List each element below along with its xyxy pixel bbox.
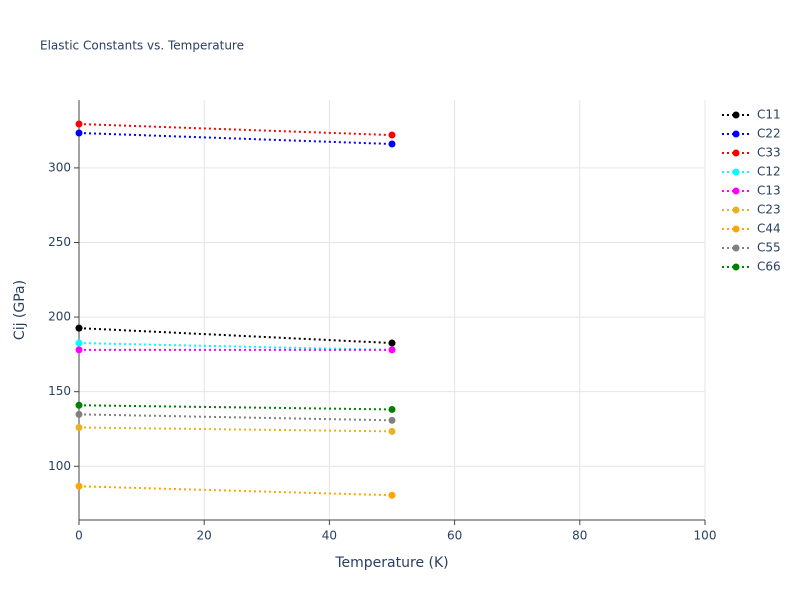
legend-marker (732, 111, 740, 119)
point (75, 346, 83, 354)
point (75, 423, 83, 431)
point (75, 324, 83, 332)
x-tick-label: 100 (694, 529, 717, 543)
point (75, 129, 83, 137)
x-tick-label: 80 (572, 529, 587, 543)
chart-title: Elastic Constants vs. Temperature (40, 39, 244, 53)
legend-label: C33 (757, 146, 781, 160)
point (388, 131, 396, 139)
legend-marker (732, 130, 740, 138)
x-tick-label: 20 (197, 529, 212, 543)
legend-marker (732, 149, 740, 157)
y-tick-label: 200 (48, 310, 71, 324)
line (78, 485, 393, 497)
line (78, 404, 393, 411)
legend-label: C66 (757, 260, 781, 274)
line (78, 327, 393, 345)
point (388, 427, 396, 435)
y-tick-label: 100 (48, 459, 71, 473)
line (78, 413, 393, 422)
legend-marker (732, 206, 740, 214)
point (388, 405, 396, 413)
legend-marker (732, 187, 740, 195)
point (388, 339, 396, 347)
x-tick-label: 40 (322, 529, 337, 543)
line (78, 123, 393, 137)
line (78, 342, 393, 351)
legend-marker (732, 168, 740, 176)
y-tick-label: 150 (48, 384, 71, 398)
point (75, 482, 83, 490)
x-tick-label: 60 (447, 529, 462, 543)
point (75, 401, 83, 409)
y-axis-label: Cij (GPa) (12, 280, 28, 340)
legend-marker (732, 263, 740, 271)
legend-label: C13 (757, 184, 781, 198)
legend-marker (732, 225, 740, 233)
legend-label: C55 (757, 241, 781, 255)
x-axis-label: Temperature (K) (334, 555, 448, 571)
point (75, 339, 83, 347)
legend-label: C23 (757, 203, 781, 217)
line (78, 426, 393, 433)
y-tick-label: 250 (48, 235, 71, 249)
legend-label: C44 (757, 222, 781, 236)
legend-label: C12 (757, 165, 781, 179)
legend-marker (732, 244, 740, 252)
point (388, 491, 396, 499)
point (388, 140, 396, 148)
y-tick-label: 300 (48, 160, 71, 174)
legend-label: C22 (757, 127, 781, 141)
point (75, 410, 83, 418)
point (388, 346, 396, 354)
point (75, 120, 83, 128)
x-tick-label: 0 (75, 529, 83, 543)
point (388, 416, 396, 424)
legend-label: C11 (757, 108, 781, 122)
line (78, 131, 393, 146)
